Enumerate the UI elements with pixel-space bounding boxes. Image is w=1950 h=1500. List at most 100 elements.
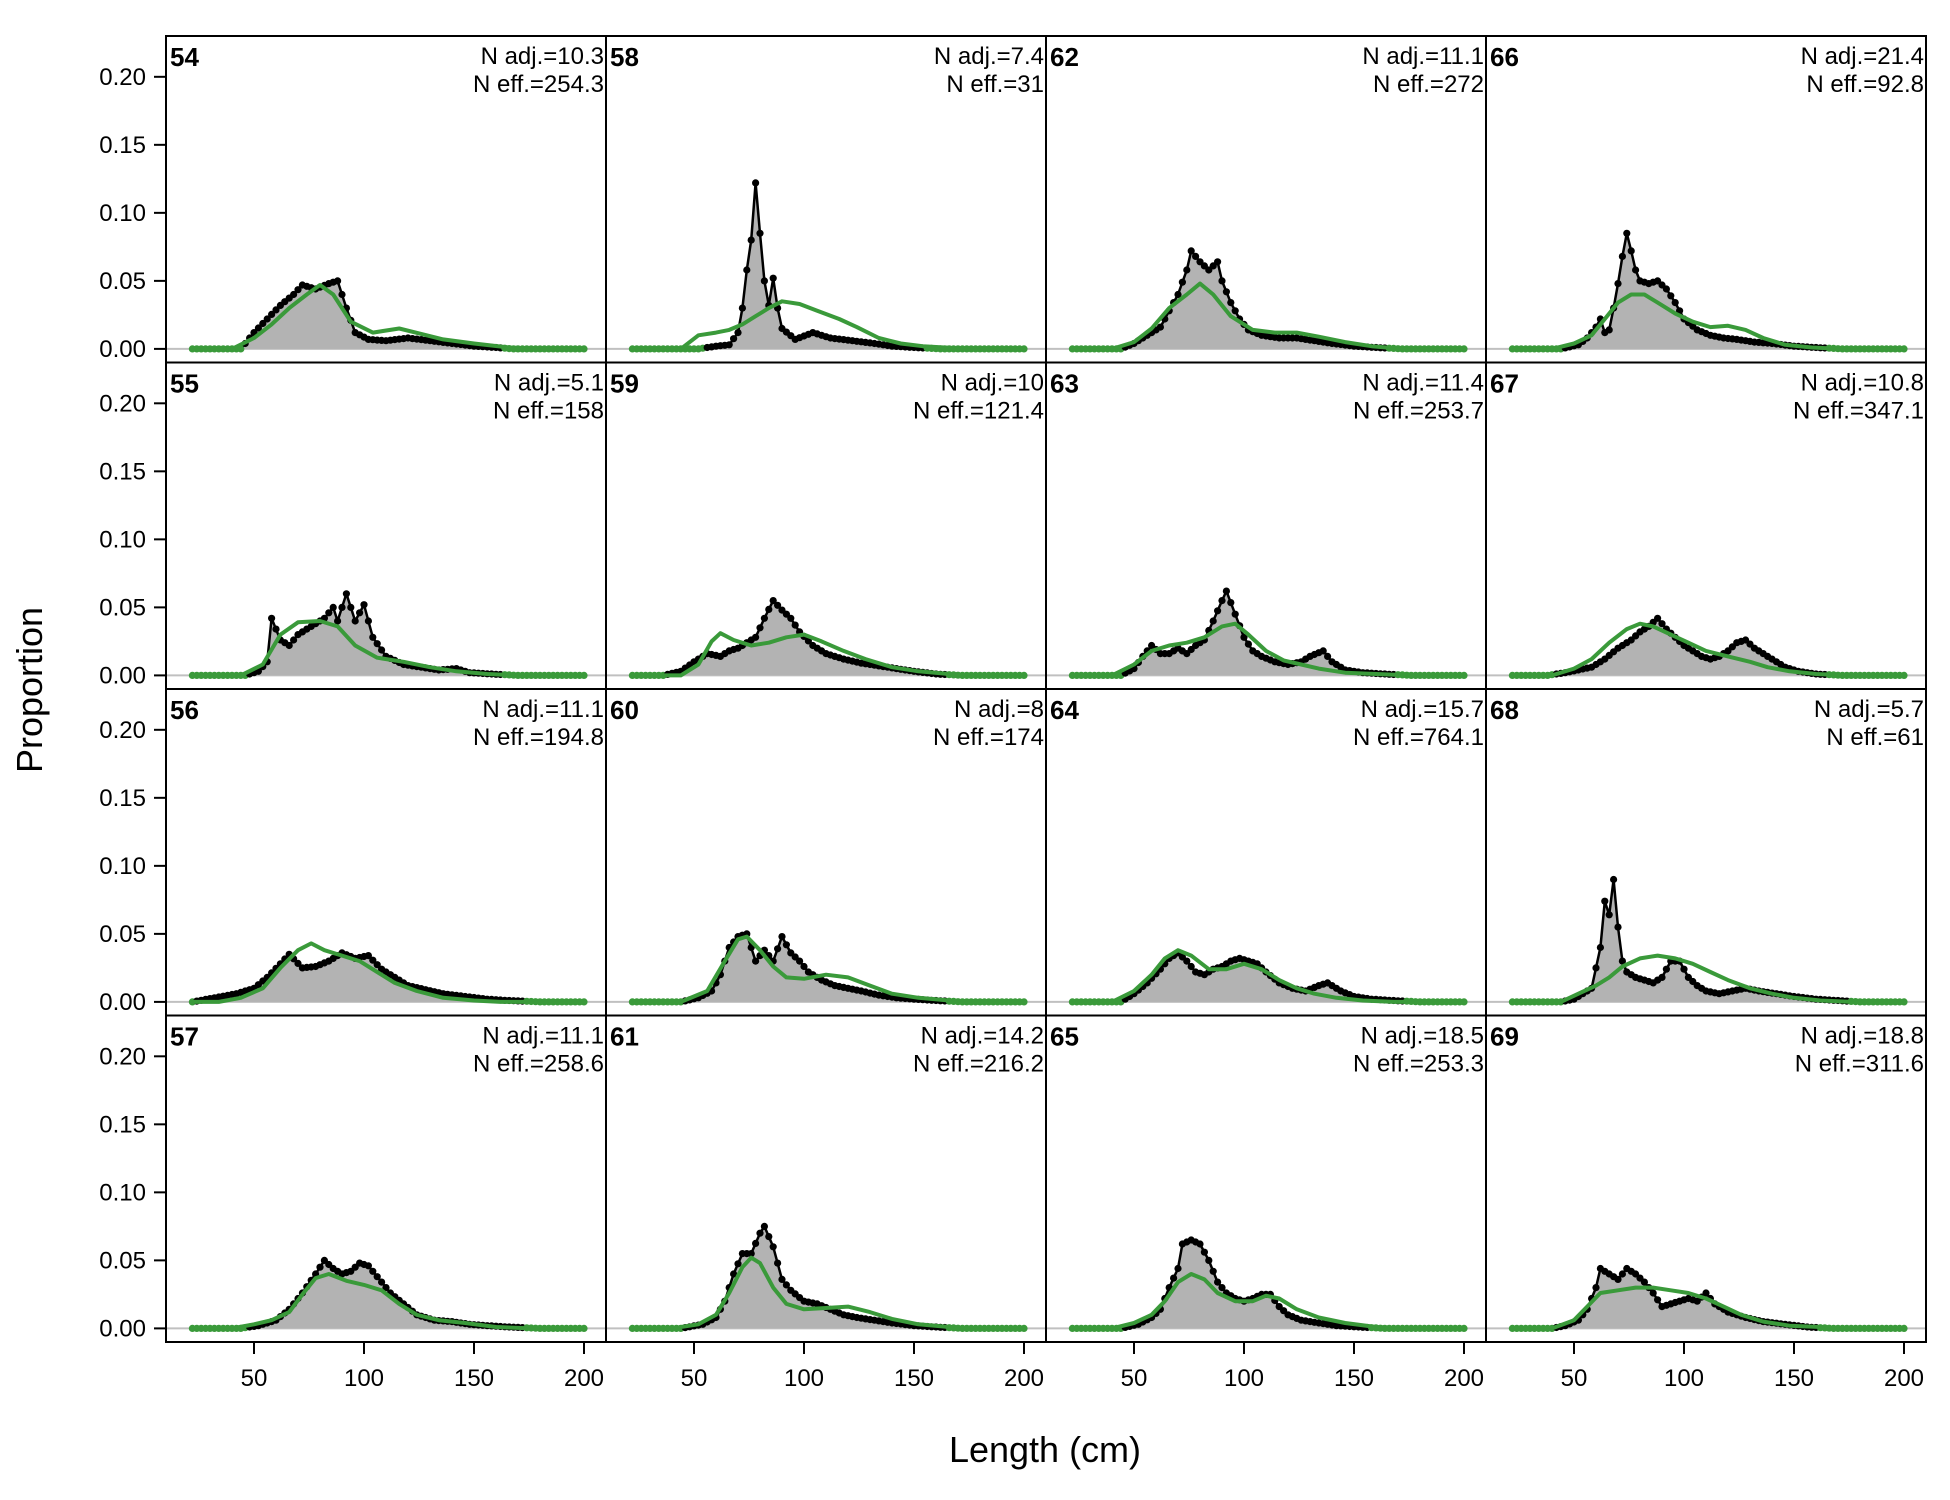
- observed-point: [769, 1243, 777, 1251]
- y-tick-label: 0.10: [99, 526, 146, 553]
- observed-point: [272, 306, 280, 314]
- x-tick-label: 100: [344, 1365, 384, 1392]
- panel-57: 57 N adj.=11.1N eff.=258.6 0.00 0.05 0.10 0.1…: [99, 1014, 607, 1392]
- n-eff-label: N eff.=61: [1826, 724, 1924, 751]
- observed-point: [1614, 1275, 1622, 1283]
- observed-point: [791, 621, 799, 629]
- expected-line: [190, 283, 586, 351]
- observed-area: [632, 182, 1024, 349]
- panel-title: 55: [170, 369, 199, 399]
- observed-point: [272, 625, 280, 633]
- y-axis-label: Proportion: [9, 607, 50, 773]
- n-adj-label: N adj.=5.7: [1814, 696, 1924, 723]
- panel-title: 60: [610, 695, 639, 725]
- observed-point: [334, 617, 342, 625]
- observed-point: [1183, 957, 1191, 965]
- observed-point: [778, 933, 786, 941]
- observed-point: [774, 1259, 782, 1267]
- observed-point: [774, 601, 782, 609]
- observed-point: [360, 601, 368, 609]
- observed-point: [1680, 965, 1688, 973]
- panel-64: 64 N adj.=15.7N eff.=764.1: [1045, 688, 1487, 1017]
- observed-point: [1192, 252, 1200, 260]
- observed-point: [769, 597, 777, 605]
- observed-area: [1072, 250, 1464, 349]
- observed-point: [259, 319, 267, 328]
- observed-point: [1209, 617, 1217, 625]
- panel-68: 68 N adj.=5.7N eff.=61: [1485, 688, 1927, 1017]
- panel-title: 57: [170, 1022, 199, 1052]
- panel-55: 55 N adj.=5.1N eff.=158 0.00 0.05 0.10 0.15 0.…: [99, 361, 607, 690]
- expected-line: [1510, 953, 1906, 1004]
- observed-point: [1662, 285, 1670, 293]
- observed-point: [1244, 640, 1252, 648]
- x-tick-label: 150: [454, 1365, 494, 1392]
- x-axis-label: Length (cm): [949, 1429, 1141, 1470]
- observed-point: [769, 274, 777, 282]
- expected-line: [1510, 292, 1906, 351]
- observed-point: [752, 957, 760, 965]
- n-adj-label: N adj.=10.3: [481, 43, 604, 70]
- expected-line: [1070, 621, 1466, 678]
- n-eff-label: N eff.=254.3: [473, 71, 604, 98]
- observed-point: [765, 1233, 773, 1241]
- n-eff-label: N eff.=764.1: [1353, 724, 1484, 751]
- n-eff-label: N eff.=174: [933, 724, 1044, 751]
- observed-point: [752, 179, 760, 187]
- observed-point: [373, 1273, 381, 1281]
- observed-point: [316, 1263, 324, 1271]
- n-eff-label: N eff.=272: [1373, 71, 1484, 98]
- x-tick-label: 50: [1561, 1365, 1588, 1392]
- observed-point: [1170, 1274, 1178, 1282]
- panel-title: 66: [1490, 42, 1519, 72]
- observed-point: [1614, 923, 1622, 931]
- observed-point: [1632, 266, 1640, 274]
- observed-point: [1231, 307, 1239, 315]
- observed-point: [796, 957, 804, 965]
- observed-point: [1654, 1296, 1662, 1304]
- expected-line: [630, 299, 1026, 351]
- observed-point: [1324, 652, 1332, 661]
- y-tick-label: 0.15: [99, 1111, 146, 1138]
- observed-point: [1187, 247, 1195, 255]
- observed-point: [760, 277, 769, 285]
- observed-point: [774, 945, 782, 953]
- observed-point: [1618, 957, 1626, 965]
- n-eff-label: N eff.=253.7: [1353, 398, 1484, 425]
- y-tick-label: 0.00: [99, 989, 146, 1016]
- n-eff-label: N eff.=253.3: [1353, 1051, 1484, 1078]
- observed-point: [290, 636, 298, 644]
- x-tick-label: 150: [1334, 1365, 1374, 1392]
- observed-point: [1174, 1264, 1182, 1273]
- x-tick-label: 100: [1224, 1365, 1264, 1392]
- x-tick-label: 200: [1004, 1365, 1044, 1392]
- observed-line: [632, 181, 1024, 351]
- observed-point: [756, 229, 764, 237]
- observed-point: [747, 236, 755, 244]
- n-adj-label: N adj.=18.8: [1801, 1023, 1924, 1050]
- y-tick-label: 0.00: [99, 1315, 146, 1342]
- observed-point: [1667, 292, 1675, 300]
- expected-line: [1070, 948, 1466, 1004]
- observed-point: [1178, 278, 1186, 286]
- observed-point: [1218, 1284, 1226, 1292]
- expected-line: [1510, 621, 1906, 678]
- observed-point: [351, 617, 359, 625]
- n-adj-label: N adj.=7.4: [934, 43, 1044, 70]
- expected-line: [630, 631, 1026, 678]
- y-tick-label: 0.00: [99, 336, 146, 363]
- observed-point: [743, 266, 751, 274]
- observed-point: [1222, 587, 1230, 595]
- n-adj-label: N adj.=21.4: [1801, 43, 1924, 70]
- y-tick-label: 0.15: [99, 458, 146, 485]
- observed-point: [1618, 252, 1626, 260]
- x-tick-label: 150: [1774, 1365, 1814, 1392]
- y-tick-label: 0.00: [99, 662, 146, 689]
- observed-point: [1227, 299, 1235, 307]
- observed-point: [765, 605, 773, 614]
- observed-point: [738, 304, 747, 312]
- n-adj-label: N adj.=10: [941, 370, 1044, 397]
- observed-point: [1240, 633, 1248, 641]
- observed-area: [632, 1226, 1024, 1329]
